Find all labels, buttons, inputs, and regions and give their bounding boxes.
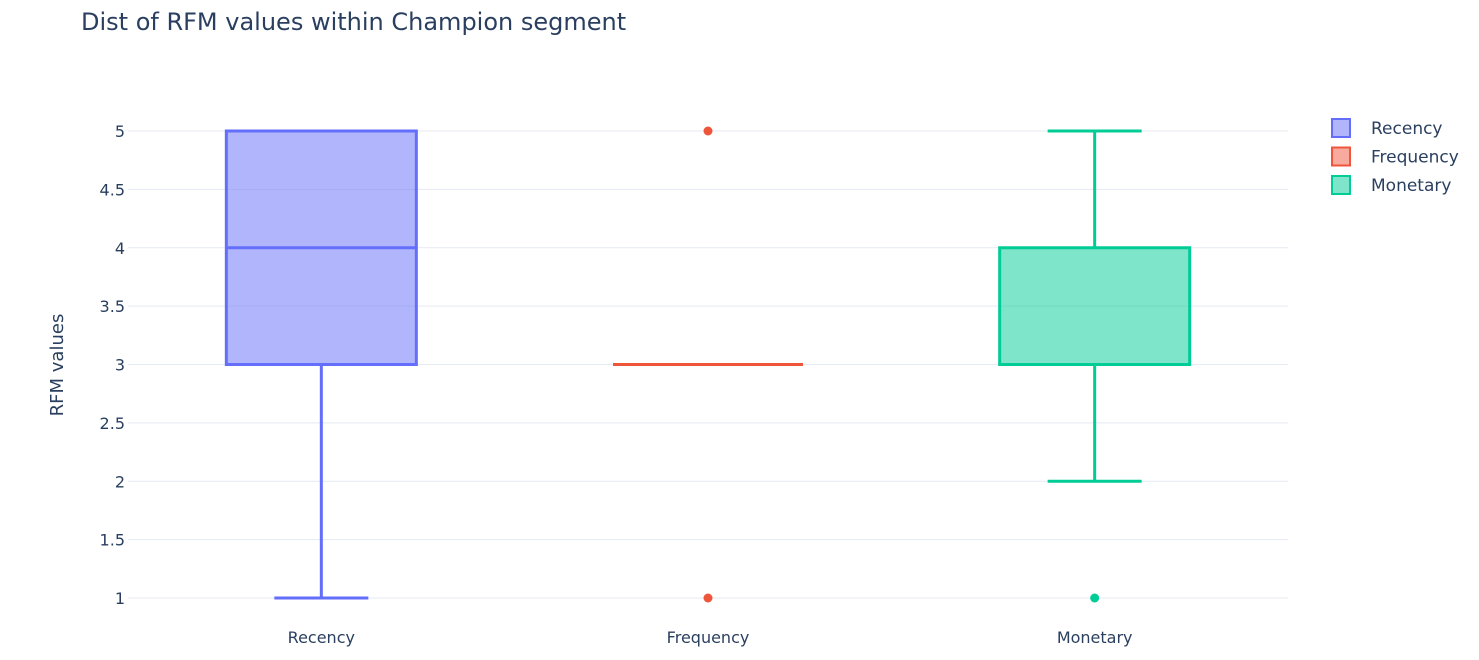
box-traces	[224, 126, 1192, 603]
y-tick-label: 1.5	[100, 531, 125, 550]
box-trace-frequency	[613, 126, 803, 603]
y-tick-label: 2.5	[100, 414, 125, 433]
y-tick-label: 3	[115, 356, 125, 375]
legend-item-frequency[interactable]: Frequency	[1331, 146, 1459, 168]
iqr-box	[998, 246, 1192, 366]
box-trace-monetary	[998, 129, 1192, 603]
x-axis-ticks: Recency Frequency Monetary	[288, 628, 1133, 647]
outlier-point	[703, 593, 713, 603]
y-axis-label: RFM values	[47, 314, 68, 417]
legend-item-recency[interactable]: Recency	[1331, 118, 1443, 139]
legend-swatch	[1331, 175, 1351, 195]
y-tick-label: 4	[115, 239, 125, 258]
legend-label: Recency	[1371, 119, 1443, 139]
x-tick-label: Frequency	[667, 628, 750, 647]
y-tick-label: 2	[115, 472, 125, 491]
y-tick-label: 3.5	[100, 297, 125, 316]
legend-swatch	[1331, 118, 1351, 138]
outlier-point	[1090, 593, 1100, 603]
x-tick-label: Monetary	[1057, 628, 1133, 647]
y-tick-label: 1	[115, 589, 125, 608]
chart-title: Dist of RFM values within Champion segme…	[81, 8, 626, 36]
legend-label: Monetary	[1371, 176, 1451, 196]
outlier-point	[703, 126, 713, 136]
y-axis-ticks: 1 1.5 2 2.5 3 3.5 4 4.5 5	[100, 122, 125, 608]
y-tick-label: 5	[115, 122, 125, 141]
legend-label: Frequency	[1371, 148, 1459, 168]
y-tick-label: 4.5	[100, 180, 125, 199]
legend-item-monetary[interactable]: Monetary	[1331, 175, 1451, 196]
x-tick-label: Recency	[288, 628, 355, 647]
legend[interactable]: Recency Frequency Monetary	[1331, 118, 1459, 196]
box-trace-recency	[224, 129, 418, 600]
legend-swatch	[1331, 146, 1351, 167]
